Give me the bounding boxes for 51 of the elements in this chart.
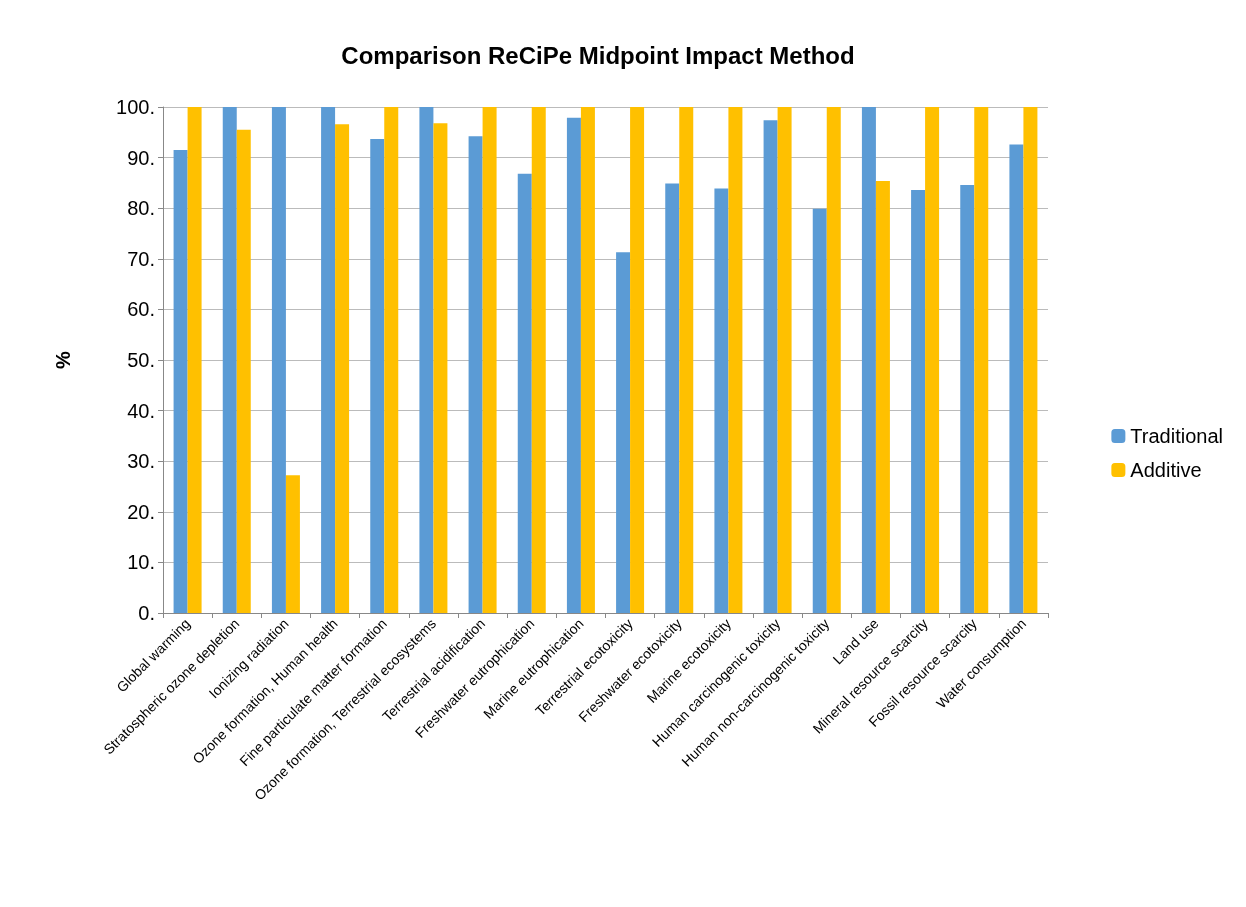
bar xyxy=(861,107,876,613)
bar xyxy=(321,107,336,613)
bar xyxy=(285,475,300,613)
bar xyxy=(517,173,532,613)
bar xyxy=(222,107,237,613)
legend-label: Traditional xyxy=(1130,425,1223,447)
bar xyxy=(630,107,645,613)
bar xyxy=(679,107,694,613)
y-tick-label: 60. xyxy=(127,298,155,321)
bar xyxy=(531,107,546,613)
y-tick-label: 70. xyxy=(127,247,155,270)
bar xyxy=(925,107,940,613)
bar xyxy=(173,150,188,613)
bar xyxy=(335,124,350,613)
y-tick-label: 90. xyxy=(127,146,155,169)
bar xyxy=(1009,144,1024,613)
bar xyxy=(468,136,483,613)
y-tick-label: 50. xyxy=(127,349,155,371)
bar xyxy=(826,107,841,613)
y-tick-label: 30. xyxy=(127,450,155,473)
bar xyxy=(384,107,399,613)
y-tick-label: 100. xyxy=(116,96,155,118)
bar xyxy=(271,107,286,613)
bar xyxy=(482,107,497,613)
bar xyxy=(1023,107,1038,613)
bar xyxy=(370,138,385,613)
bar xyxy=(433,123,448,613)
bar xyxy=(728,107,743,613)
bar xyxy=(236,129,251,613)
bar xyxy=(714,188,729,613)
y-tick-label: 0. xyxy=(138,602,155,624)
bar xyxy=(566,117,581,613)
y-tick-label: 80. xyxy=(127,197,155,220)
legend-label: Additive xyxy=(1130,459,1202,481)
bar xyxy=(665,183,680,613)
y-tick-label: 10. xyxy=(127,551,155,574)
bar xyxy=(974,107,989,613)
y-tick-label: 20. xyxy=(127,500,155,523)
bar xyxy=(777,107,792,613)
y-axis-title: % xyxy=(52,350,74,369)
bar xyxy=(812,208,827,613)
bar xyxy=(419,107,434,613)
bar xyxy=(616,252,631,613)
bar xyxy=(911,189,926,613)
bar xyxy=(763,120,778,613)
bar xyxy=(187,107,202,613)
bar xyxy=(960,184,975,613)
y-tick-label: 40. xyxy=(127,399,155,422)
bar xyxy=(875,180,890,613)
chart-title: Comparison ReCiPe Midpoint Impact Method xyxy=(341,41,855,69)
bar xyxy=(580,107,595,613)
